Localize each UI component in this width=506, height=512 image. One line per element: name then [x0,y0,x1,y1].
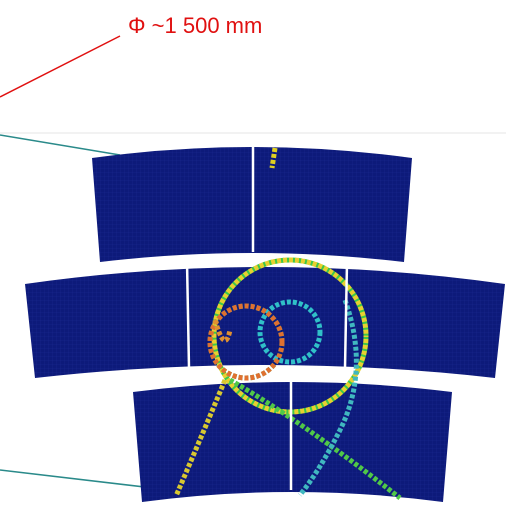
guide-line [0,135,120,155]
pointer-line [0,36,120,97]
detector-panels [25,147,505,502]
annotation: Φ ~1 500 mm [128,13,262,38]
page: Φ ~1 500 mm (() => { const data = JSON.p… [0,0,506,512]
detector-view: Φ ~1 500 mm [0,0,506,512]
panel [133,382,452,502]
panel [25,267,505,378]
